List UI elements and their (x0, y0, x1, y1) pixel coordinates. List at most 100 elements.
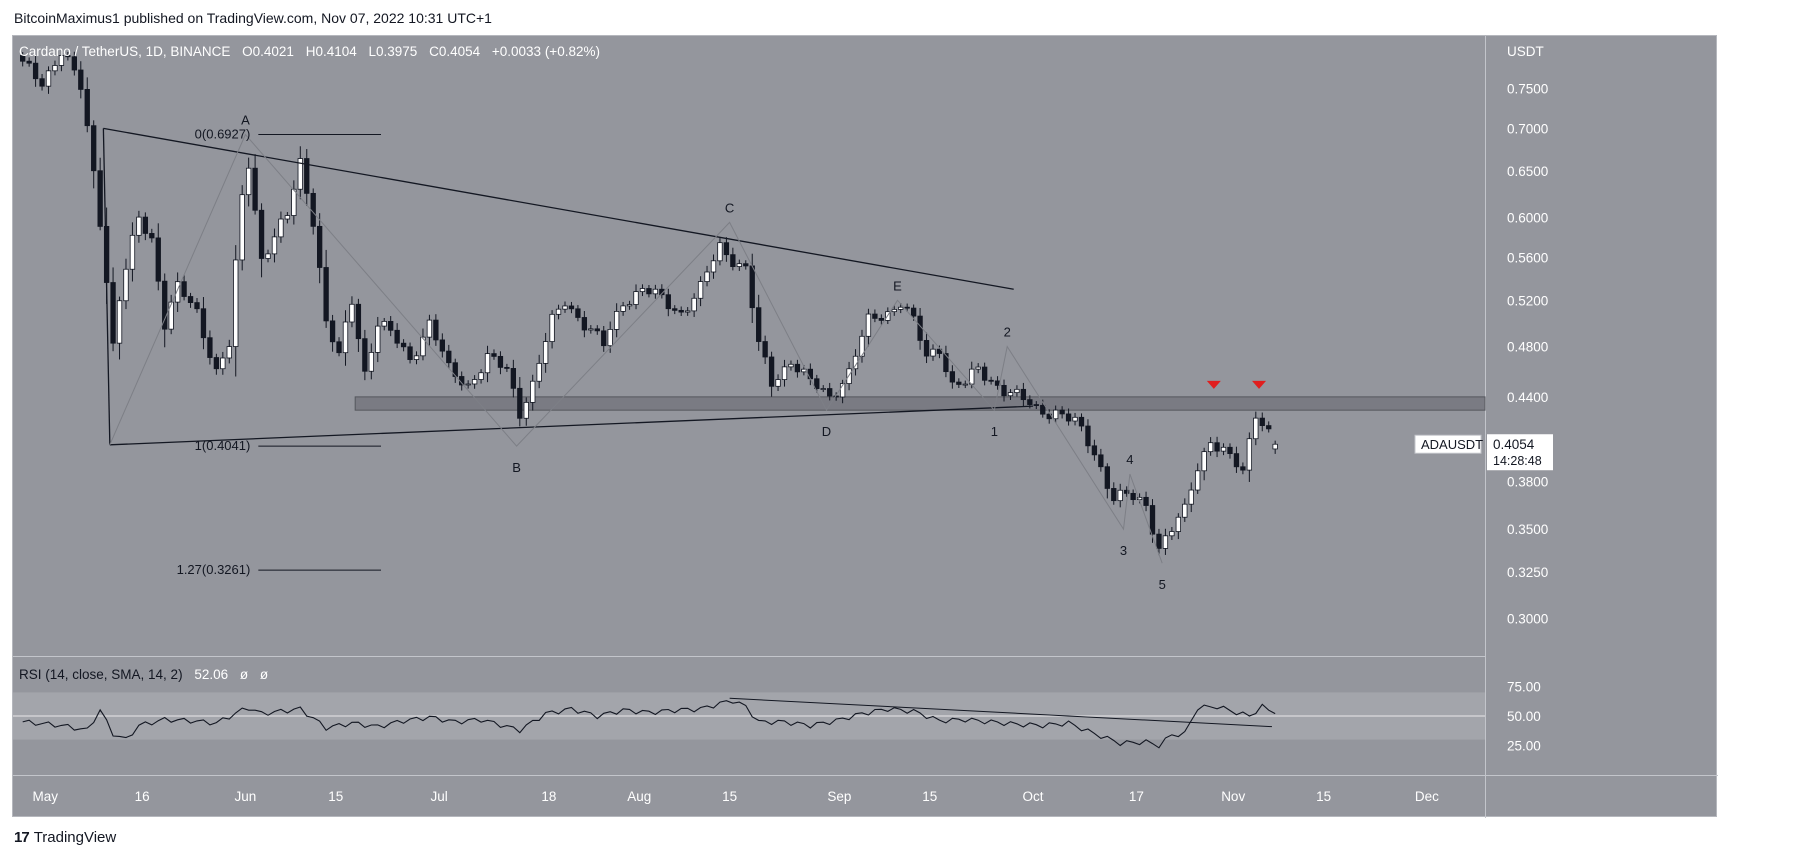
candle[interactable] (329, 314, 336, 352)
candle[interactable] (723, 237, 730, 262)
candle[interactable] (1227, 443, 1233, 459)
candle[interactable] (678, 306, 684, 317)
candle[interactable] (943, 345, 949, 378)
candle[interactable] (652, 284, 659, 299)
candle[interactable] (1201, 447, 1207, 481)
candle[interactable] (297, 146, 303, 200)
candle[interactable] (542, 332, 549, 373)
candle[interactable] (52, 60, 58, 76)
resistance-zone[interactable] (354, 396, 1486, 411)
candle[interactable] (814, 374, 820, 393)
candle[interactable] (439, 333, 445, 358)
candle[interactable] (271, 228, 278, 263)
candle[interactable] (155, 223, 161, 291)
candle[interactable] (872, 309, 878, 323)
candle[interactable] (665, 288, 671, 317)
candle[interactable] (646, 284, 652, 298)
rsi-line[interactable] (22, 700, 1276, 749)
candle[interactable] (1246, 432, 1253, 482)
candle[interactable] (639, 284, 646, 297)
candle[interactable] (162, 273, 168, 348)
candle[interactable] (859, 329, 865, 363)
triangle-lower-line[interactable] (109, 405, 1034, 446)
last-price-marker[interactable] (1487, 434, 1553, 471)
triangle-left-edge[interactable] (102, 128, 111, 445)
candle[interactable] (988, 376, 994, 385)
candle[interactable] (775, 374, 781, 391)
candle[interactable] (1143, 491, 1149, 512)
candle[interactable] (1162, 528, 1169, 555)
candle[interactable] (659, 284, 665, 299)
candle[interactable] (426, 314, 433, 346)
candle[interactable] (200, 297, 207, 350)
candle[interactable] (207, 330, 213, 365)
candle[interactable] (258, 203, 265, 278)
candle[interactable] (181, 274, 187, 301)
candle[interactable] (20, 52, 26, 67)
candle[interactable] (291, 180, 297, 225)
candle[interactable] (588, 325, 594, 334)
candle[interactable] (794, 359, 801, 378)
candle[interactable] (581, 311, 588, 338)
candle[interactable] (510, 359, 517, 398)
candle[interactable] (736, 259, 742, 271)
candle[interactable] (704, 265, 710, 287)
candle[interactable] (239, 185, 245, 271)
symbol-tag[interactable] (1414, 434, 1482, 454)
candle[interactable] (1130, 489, 1136, 505)
triangle-upper-line[interactable] (103, 127, 1014, 290)
candle[interactable] (446, 344, 452, 369)
candle[interactable] (601, 326, 607, 352)
candle[interactable] (497, 351, 504, 375)
candle[interactable] (1072, 412, 1078, 426)
candle[interactable] (517, 377, 523, 427)
main-price-pane[interactable] (13, 36, 1485, 656)
candle[interactable] (168, 294, 174, 335)
candle[interactable] (45, 66, 52, 94)
candle[interactable] (768, 351, 775, 397)
candle[interactable] (304, 149, 310, 206)
candle[interactable] (78, 61, 84, 99)
candle[interactable] (594, 325, 600, 335)
candle[interactable] (413, 351, 420, 365)
candle[interactable] (220, 351, 226, 375)
candle[interactable] (1195, 463, 1201, 494)
candle[interactable] (1188, 482, 1194, 513)
candle[interactable] (116, 296, 123, 360)
candle[interactable] (1117, 483, 1123, 508)
candle[interactable] (1156, 528, 1162, 556)
candle[interactable] (1253, 411, 1259, 446)
candle[interactable] (484, 345, 491, 383)
candle[interactable] (142, 212, 149, 241)
candle[interactable] (1098, 448, 1104, 472)
candle[interactable] (549, 310, 555, 349)
chart-canvas[interactable]: 0(0.6927) 1(0.4041) 1.27(0.3261) A B C D E 1 2 3 4 5… (13, 36, 1718, 818)
candle[interactable] (381, 317, 387, 331)
candle[interactable] (1266, 421, 1272, 433)
candle[interactable] (400, 339, 407, 352)
rsi-trendline[interactable] (729, 697, 1272, 728)
candle[interactable] (1091, 439, 1098, 461)
candle[interactable] (756, 294, 762, 351)
candle[interactable] (827, 382, 833, 401)
candle[interactable] (1175, 513, 1181, 540)
candle[interactable] (878, 314, 885, 325)
candle[interactable] (904, 303, 910, 312)
candle[interactable] (672, 305, 678, 315)
candle[interactable] (1111, 482, 1117, 505)
candle[interactable] (407, 342, 413, 364)
candle[interactable] (626, 300, 633, 310)
candle[interactable] (962, 380, 968, 389)
candle[interactable] (743, 260, 749, 270)
candle[interactable] (368, 343, 374, 380)
candle[interactable] (730, 247, 736, 271)
candle[interactable] (504, 363, 510, 372)
candle[interactable] (898, 303, 904, 314)
candle[interactable] (110, 267, 116, 352)
candle[interactable] (84, 77, 90, 133)
candle[interactable] (717, 238, 723, 266)
candle[interactable] (820, 385, 826, 393)
candle[interactable] (691, 293, 697, 317)
candle[interactable] (1259, 412, 1265, 432)
candle[interactable] (91, 120, 97, 189)
